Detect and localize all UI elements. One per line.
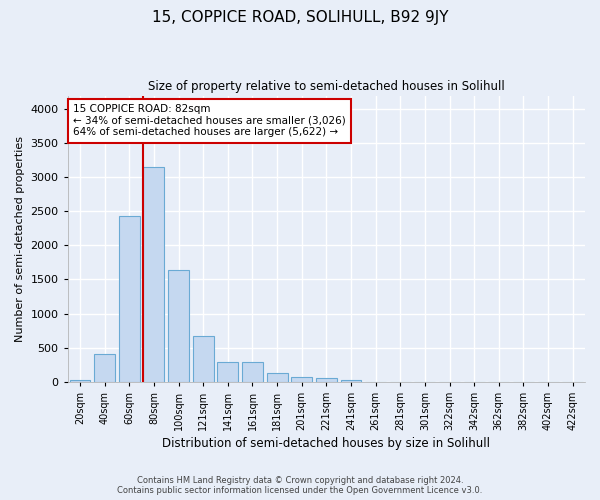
X-axis label: Distribution of semi-detached houses by size in Solihull: Distribution of semi-detached houses by … [163,437,490,450]
Bar [291,377,312,382]
Text: Contains HM Land Registry data © Crown copyright and database right 2024.
Contai: Contains HM Land Registry data © Crown c… [118,476,482,495]
Title: Size of property relative to semi-detached houses in Solihull: Size of property relative to semi-detach… [148,80,505,93]
Bar [316,378,337,382]
Bar [168,270,189,382]
Text: 15 COPPICE ROAD: 82sqm
← 34% of semi-detached houses are smaller (3,026)
64% of : 15 COPPICE ROAD: 82sqm ← 34% of semi-det… [73,104,346,138]
Bar [266,374,287,382]
Bar [143,167,164,382]
Bar [217,362,238,382]
Bar [119,216,140,382]
Y-axis label: Number of semi-detached properties: Number of semi-detached properties [15,136,25,342]
Bar [193,336,214,382]
Bar [341,380,361,382]
Bar [94,354,115,382]
Text: 15, COPPICE ROAD, SOLIHULL, B92 9JY: 15, COPPICE ROAD, SOLIHULL, B92 9JY [152,10,448,25]
Bar [70,380,91,382]
Bar [242,362,263,382]
